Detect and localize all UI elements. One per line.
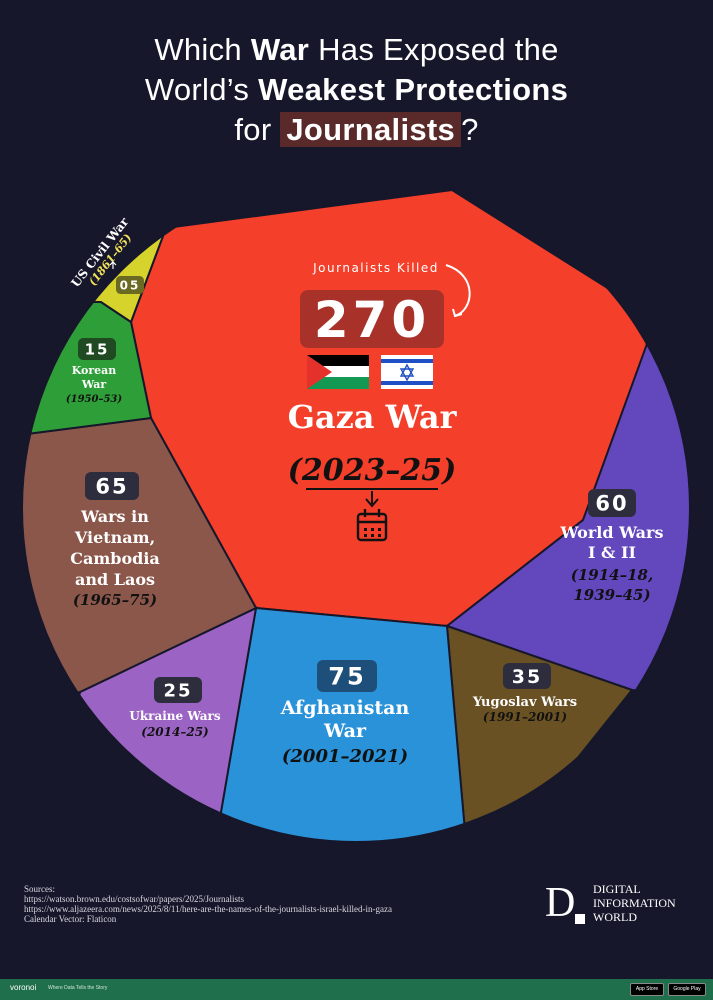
vietnam-name: Cambodia (70, 549, 160, 568)
worldwars-period: (1914–18, (571, 566, 653, 584)
worldwars-period: 1939–45) (573, 586, 650, 604)
ukraine-name: Ukraine Wars (129, 709, 221, 723)
afghanistan-name: Afghanistan (280, 697, 410, 719)
worldwars-name: I & II (588, 543, 636, 562)
google-play-badge[interactable]: Google Play (668, 983, 706, 996)
up-arrow-icon (109, 261, 117, 269)
slice-3 (219, 606, 472, 842)
down-arrow-icon (365, 491, 379, 508)
afghanistan-value-bg (317, 660, 377, 692)
vietnam-value-bg (85, 472, 139, 500)
afghanistan-name: War (323, 720, 367, 742)
arrow-icon (445, 264, 471, 317)
worldwars-name: World Wars (560, 523, 664, 542)
yugoslav-name: Yugoslav Wars (472, 695, 577, 710)
israel-flag-icon (381, 355, 433, 389)
yugoslav-value-bg (503, 663, 551, 689)
brand-square-icon (575, 914, 585, 924)
korean-name: War (81, 378, 107, 391)
korean-period: (1950–53) (66, 394, 122, 405)
sources-heading: Sources: (24, 884, 55, 894)
source-line[interactable]: https://watson.brown.edu/costsofwar/pape… (24, 894, 244, 904)
yugoslav-period: (1991–2001) (483, 710, 567, 724)
center-label: Journalists Killed (312, 261, 439, 275)
sources-block: Sources: https://watson.brown.edu/costso… (24, 884, 544, 924)
ukraine-period: (2014–25) (141, 725, 208, 739)
vietnam-name: Wars in (80, 507, 149, 526)
app-store-badge[interactable]: App Store (630, 983, 664, 996)
slice-7 (22, 174, 168, 324)
source-line: Calendar Vector: Flaticon (24, 914, 117, 924)
calendar-icon (356, 509, 388, 542)
korean-value: 15 (85, 340, 110, 358)
brand-line: WORLD (593, 910, 637, 924)
afghanistan-value: 75 (328, 663, 365, 691)
korean-value-bg (78, 338, 116, 360)
vietnam-name: Vietnam, (74, 528, 155, 547)
ukraine-value: 25 (163, 680, 192, 701)
vietnam-name: and Laos (75, 570, 155, 589)
gaza-name: Gaza War (288, 398, 458, 436)
worldwars-value-bg (588, 489, 636, 517)
footer-tagline: Where Data Tells the Story (48, 985, 108, 991)
yugoslav-value: 35 (512, 666, 542, 688)
footer-bar: voronoi Where Data Tells the Story App S… (0, 979, 713, 1000)
vietnam-period: (1965–75) (73, 591, 157, 609)
gaza-value-badge (300, 290, 444, 348)
brand-logo: D DIGITAL INFORMATION WORLD (545, 880, 705, 930)
civilwar-value: 05 (120, 278, 141, 292)
korean-name: Korean (72, 364, 117, 377)
civilwar-value-bg (116, 276, 144, 294)
ukraine-value-bg (154, 677, 202, 703)
source-line[interactable]: https://www.aljazeera.com/news/2025/8/11… (24, 904, 392, 914)
brand-line: INFORMATION (593, 896, 676, 910)
page-title: Which War Has Exposed the World’s Weakes… (144, 32, 569, 147)
palestine-flag-icon (307, 355, 369, 389)
brand-line: DIGITAL (593, 882, 641, 896)
footer-logo[interactable]: voronoi (10, 983, 37, 992)
vietnam-value: 65 (95, 475, 128, 499)
brand-letter: D (545, 880, 576, 926)
pie-outline (21, 173, 691, 843)
gaza-value: 270 (314, 291, 430, 349)
afghanistan-period: (2001–2021) (282, 746, 408, 767)
gaza-period: (2023–25) (288, 453, 457, 488)
arrow-head-icon (452, 308, 463, 318)
worldwars-value: 60 (595, 492, 628, 516)
